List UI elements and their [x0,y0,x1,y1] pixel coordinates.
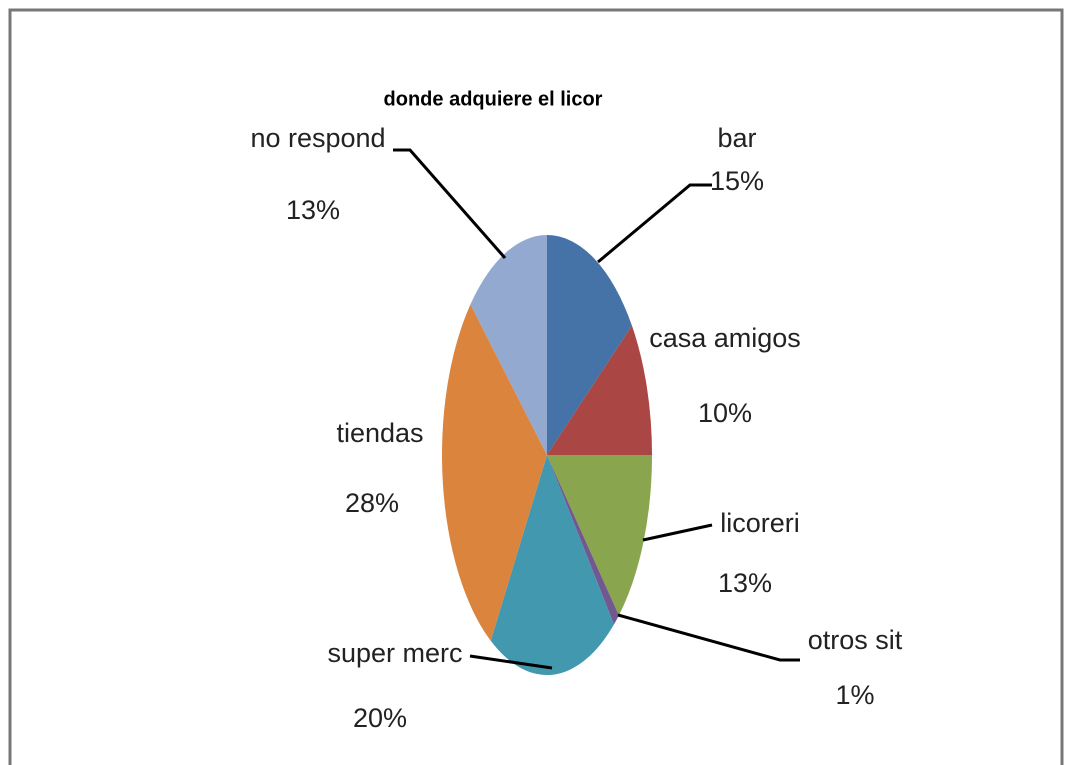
leader-line [393,148,507,259]
pie-slice [442,304,547,641]
slice-value-label: 13% [286,195,340,225]
frame [8,8,1064,765]
pie-slice [470,235,547,455]
leader-line [469,654,553,670]
slice-value-label: 13% [718,568,772,598]
leader-line [617,613,800,662]
slice-value-label: 1% [835,680,874,710]
slice-label: tiendas [336,418,423,448]
slice-value-label: 20% [353,703,407,733]
pie-slice [547,455,619,625]
chart-title: donde adquiere el licor [384,88,603,110]
slice-label: no respond [250,123,385,153]
pie-slice [547,235,632,455]
slice-label: super merc [327,638,462,668]
leader-line [642,523,713,542]
slice-value-label: 28% [345,488,399,518]
slice-value-label: 15% [710,166,764,196]
pie-slice [547,455,652,616]
pie-slice [547,325,652,455]
slice-value-label: 10% [698,398,752,428]
leader-line [597,183,712,264]
slice-label: bar [717,123,756,153]
pie-slice [490,455,614,675]
slice-label: licoreri [720,508,800,538]
slice-label: otros sit [808,625,903,655]
slice-label: casa amigos [649,323,801,353]
